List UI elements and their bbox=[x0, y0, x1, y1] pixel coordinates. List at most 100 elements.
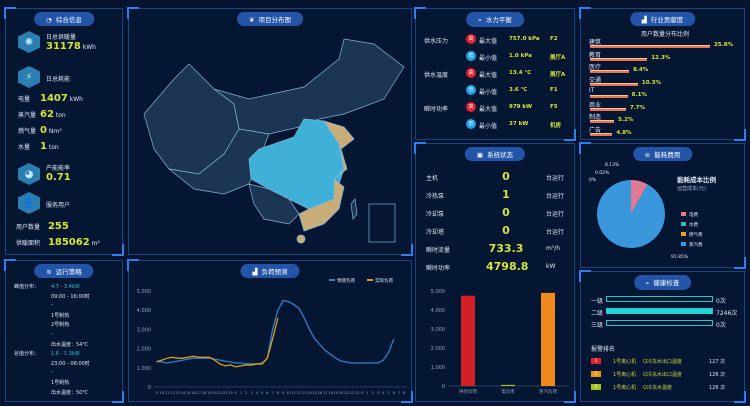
x-tick-label: 8 bbox=[403, 391, 406, 395]
water-group: 瞬时功率 bbox=[424, 106, 449, 113]
x-tick-label: 21 bbox=[218, 391, 223, 395]
item-unit: Nm³ bbox=[48, 128, 62, 135]
y-tick-label: 5,000 bbox=[431, 289, 445, 295]
y-tick-label: 0 bbox=[148, 385, 151, 391]
map-region-hainan[interactable] bbox=[296, 234, 306, 244]
item-value: 0 bbox=[40, 125, 47, 136]
load-panel: ▟ 负荷预测 0 1,000 2,000 3,000 4,000 5,000 9 10 11 12 1… bbox=[127, 259, 413, 403]
x-tick-label: 16 bbox=[191, 391, 196, 395]
y-tick-label: 2,000 bbox=[137, 347, 151, 353]
status-unit: 台运行 bbox=[546, 229, 565, 236]
map-region-taiwan[interactable] bbox=[350, 198, 358, 220]
strategy-text: 4.7 - 3.4kW bbox=[51, 284, 80, 290]
ratio-value: 0.71 bbox=[46, 172, 71, 183]
x-tick-label: 22 bbox=[349, 391, 354, 395]
bar-1 bbox=[501, 384, 515, 386]
status-label: 冷却塔 bbox=[426, 229, 445, 236]
cost-panel: ⊜ 能耗费用 能耗成本比例 运营成本(元) 8.13% 电费 0.02% 水费 0% 燃气费… bbox=[579, 142, 746, 269]
industry-bar bbox=[590, 95, 628, 98]
x-tick-label: 21 bbox=[344, 391, 349, 395]
coin-icon: ⊜ bbox=[644, 151, 651, 159]
water-location: 机房 bbox=[550, 123, 562, 129]
ratio-label: 产能能率 bbox=[46, 165, 71, 172]
industry-value: 25.8% bbox=[714, 42, 734, 48]
item-label: 蒸汽量 bbox=[18, 112, 37, 119]
water-location: 展厅A bbox=[550, 72, 566, 78]
x-tick-label: 4 bbox=[256, 391, 259, 395]
water-group: 供水温度 bbox=[424, 72, 449, 79]
low-badge-icon: 低 bbox=[466, 85, 476, 95]
water-location: F1 bbox=[550, 87, 558, 93]
x-tick-label: 7 bbox=[398, 391, 400, 395]
legend-swatch bbox=[681, 242, 686, 246]
status-value: 4798.8 bbox=[486, 260, 529, 273]
water-location: F2 bbox=[550, 36, 558, 42]
china-map[interactable] bbox=[129, 9, 413, 256]
stack-icon: ≋ bbox=[46, 268, 52, 276]
bar-chart-icon: ▟ bbox=[252, 268, 258, 276]
industry-title: 行业贡献度 bbox=[650, 16, 684, 24]
item-label: 水量 bbox=[18, 144, 31, 151]
alarm-count: 127 次 bbox=[709, 359, 726, 365]
x-tick-label: 19 bbox=[334, 391, 339, 395]
status-panel: ▣ 系统状态 主机 0 台运行 冷热泵 1 台运行 冷却泵 0 台运行 冷却塔 0… bbox=[414, 142, 576, 403]
users-label: 服务用户 bbox=[46, 202, 71, 209]
legend-swatch bbox=[681, 212, 686, 216]
water-location: F5 bbox=[550, 104, 558, 110]
map-region-southwest[interactable] bbox=[248, 183, 300, 225]
strategy-text: - bbox=[51, 302, 53, 309]
legend-label: 预测负荷 bbox=[337, 277, 355, 284]
x-tick-label: 15 bbox=[186, 391, 191, 395]
bar-chart-icon: ▟ bbox=[641, 16, 647, 24]
cost-pie-chart: 8.13% 电费 0.02% 水费 0% 燃气费 91.85%蒸汽费 bbox=[589, 162, 703, 260]
pie-slice-0 bbox=[631, 180, 648, 214]
map-title: 项目分布图 bbox=[258, 16, 291, 24]
industry-bar bbox=[590, 132, 613, 136]
high-badge-icon: 高 bbox=[466, 102, 476, 112]
x-tick-label: 18 bbox=[202, 391, 207, 395]
x-tick-label: 8 bbox=[277, 391, 280, 395]
x-tick-label: 11 bbox=[165, 391, 170, 395]
device-icon: ▣ bbox=[476, 151, 484, 159]
y-tick-label: 0 bbox=[442, 384, 445, 390]
strategy-label: 谷值分布： bbox=[14, 351, 40, 358]
water-type: 最大值 bbox=[479, 72, 498, 79]
item-label: 电量 bbox=[18, 96, 31, 103]
alarm-device: 1号离心机 bbox=[613, 372, 637, 378]
alarm-device: 1号离心机 bbox=[613, 385, 637, 391]
level-bar bbox=[606, 320, 713, 326]
pie-label: 91.85% bbox=[671, 254, 689, 260]
status-value: 0 bbox=[502, 170, 510, 183]
x-tick-label: 23 bbox=[355, 391, 360, 395]
status-title: 系统状态 bbox=[487, 151, 514, 159]
legend-label: 水费 bbox=[689, 221, 698, 228]
status-value: 733.3 bbox=[488, 242, 524, 255]
water-type: 最小值 bbox=[479, 123, 498, 130]
heat-label: 日总供暖量 bbox=[46, 34, 77, 41]
high-badge-icon: 高 bbox=[466, 34, 476, 44]
high-badge-icon: 高 bbox=[466, 68, 476, 78]
x-tick-label: 0 bbox=[235, 391, 238, 395]
strategy-text: 09:00 - 16:00时 bbox=[51, 293, 90, 300]
industry-label: 广告 bbox=[589, 126, 602, 134]
industry-bar bbox=[590, 70, 630, 73]
map-region-southeast[interactable] bbox=[298, 178, 345, 232]
x-tick-label: 20 bbox=[339, 391, 344, 395]
y-tick-label: 4,000 bbox=[431, 308, 445, 314]
x-tick-label: 11 bbox=[291, 391, 296, 395]
area-label: 供暖面积 bbox=[16, 240, 41, 247]
item-unit: ton bbox=[48, 144, 59, 151]
health-title: 健康检查 bbox=[653, 279, 680, 287]
x-tick-label: 6 bbox=[266, 391, 269, 395]
rank-badge: 2 bbox=[591, 371, 601, 377]
level-label: 三级 bbox=[591, 322, 604, 329]
map-region-east[interactable] bbox=[323, 120, 355, 180]
alarm-point: Q冷冻水出口温度 bbox=[643, 372, 682, 378]
x-tick-label: 2 bbox=[372, 391, 374, 395]
energy-item: 电量 1407 kWh bbox=[18, 93, 83, 104]
industry-bar bbox=[590, 107, 626, 111]
map-region-tibet[interactable] bbox=[167, 128, 270, 195]
strategy-text: 1号制热 bbox=[51, 380, 70, 386]
search-icon: ⌕ bbox=[645, 279, 650, 287]
industry-value: 10.3% bbox=[641, 79, 661, 86]
